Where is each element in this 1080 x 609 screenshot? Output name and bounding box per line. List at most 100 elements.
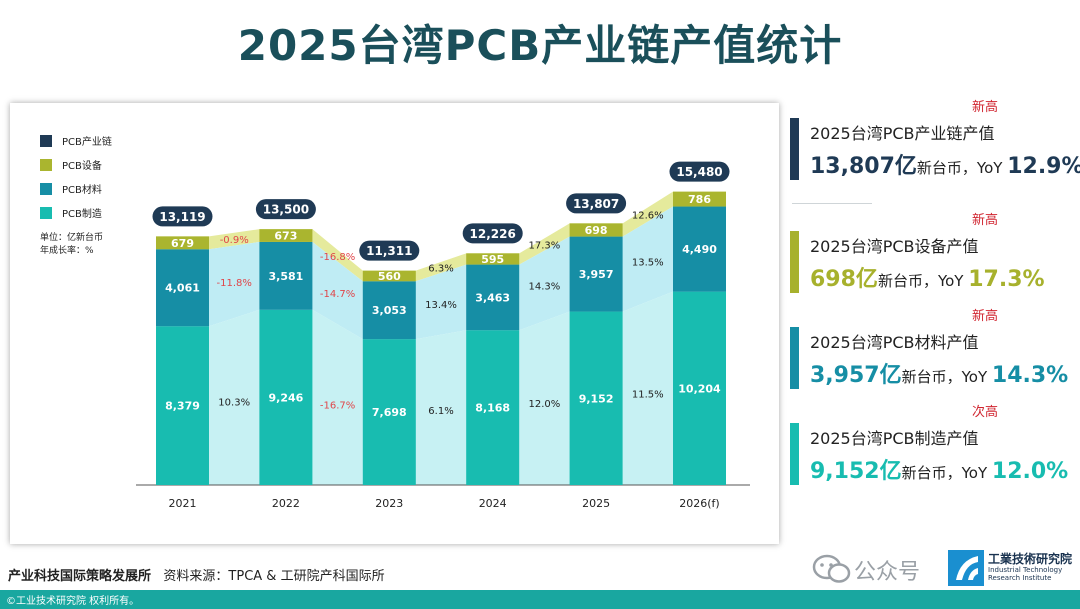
watermark: 公众号 工業技術研究院 Industrial Technology Resear… bbox=[812, 548, 1080, 590]
legend-label: PCB产业链 bbox=[62, 135, 112, 148]
total-label: 13,500 bbox=[263, 203, 309, 217]
bar-manufacturing-label: 9,152 bbox=[579, 392, 614, 405]
itri-logo-icon bbox=[948, 550, 984, 586]
legend-label: PCB设备 bbox=[62, 159, 102, 172]
growth-label: 14.3% bbox=[529, 282, 561, 293]
unit-note: 年成长率：% bbox=[40, 244, 94, 256]
summary-card: 新高 2025台湾PCB材料产值 3,957亿新台币，YoY 14.3% bbox=[790, 309, 1075, 389]
summary-badge: 次高 bbox=[972, 405, 999, 420]
summary-badge: 新高 bbox=[972, 213, 999, 228]
bar-material-label: 3,463 bbox=[475, 291, 510, 304]
bar-material bbox=[156, 249, 209, 327]
summary-card: 次高 2025台湾PCB制造产值 9,152亿新台币，YoY 12.0% bbox=[790, 405, 1075, 485]
summary-label: 2025台湾PCB材料产值 bbox=[810, 333, 979, 352]
growth-label: 10.3% bbox=[218, 398, 250, 409]
bar-material bbox=[569, 236, 623, 312]
summary-color-bar bbox=[790, 118, 799, 180]
legend-swatch bbox=[40, 159, 52, 171]
bar-equipment bbox=[569, 223, 623, 237]
bar-material bbox=[362, 281, 416, 340]
growth-label: -16.7% bbox=[320, 401, 355, 412]
total-label: 11,311 bbox=[366, 244, 412, 258]
bar-equipment-label: 673 bbox=[274, 230, 297, 243]
bar-manufacturing bbox=[466, 330, 520, 485]
bar-manufacturing bbox=[362, 339, 416, 485]
bar-material bbox=[259, 241, 313, 310]
bar-equipment bbox=[466, 253, 520, 265]
x-tick-label: 2022 bbox=[272, 497, 300, 510]
total-label: 15,480 bbox=[676, 165, 722, 179]
bar-equipment-label: 595 bbox=[481, 253, 504, 266]
bar-equipment-label: 560 bbox=[378, 270, 401, 283]
summary-value: 698亿 bbox=[810, 267, 878, 292]
x-tick-label: 2024 bbox=[479, 497, 507, 510]
watermark-org-en: Industrial Technology Research Institute bbox=[988, 566, 1063, 582]
growth-label: 6.3% bbox=[428, 263, 453, 274]
growth-label: 12.6% bbox=[632, 211, 664, 222]
legend-label: PCB制造 bbox=[62, 207, 102, 220]
summary-color-bar bbox=[790, 423, 799, 485]
summary-value: 3,957亿 bbox=[810, 363, 902, 388]
summary-card: 新高 2025台湾PCB设备产值 698亿新台币，YoY 17.3% bbox=[790, 213, 1075, 293]
legend-swatch bbox=[40, 207, 52, 219]
bar-manufacturing-label: 10,204 bbox=[678, 382, 721, 395]
summary-unit: 新台币，YoY bbox=[877, 272, 964, 290]
watermark-wechat-text: 公众号 bbox=[854, 560, 921, 585]
footer-org: 产业科技国际策略发展所 bbox=[8, 569, 152, 584]
growth-label: 17.3% bbox=[529, 240, 561, 251]
stacked-bar-chart: 8,379 4,061 679 13,119 2021 9,246 3,581 673 13,5… bbox=[40, 135, 750, 510]
total-pill bbox=[566, 193, 627, 214]
total-label: 13,119 bbox=[159, 210, 205, 224]
bar-manufacturing bbox=[569, 311, 623, 485]
x-tick-label: 2025 bbox=[582, 497, 610, 510]
growth-label: -11.8% bbox=[217, 278, 252, 289]
total-pill bbox=[359, 240, 420, 261]
bar-manufacturing bbox=[259, 309, 313, 485]
bar-material bbox=[466, 264, 520, 331]
bar-manufacturing bbox=[673, 291, 726, 485]
total-pill bbox=[255, 199, 316, 220]
footer-source: 产业科技国际策略发展所 资料来源：TPCA & 工研院产科国际所 bbox=[8, 565, 385, 584]
growth-label: -16.8% bbox=[320, 252, 355, 263]
bar-manufacturing-label: 8,168 bbox=[475, 402, 510, 415]
total-pill bbox=[462, 223, 523, 244]
summary-value-line: 698亿新台币，YoY 17.3% bbox=[810, 261, 1045, 293]
bar-material-label: 4,490 bbox=[682, 243, 717, 256]
legend-swatch bbox=[40, 135, 52, 147]
bar-material-label: 3,581 bbox=[269, 270, 304, 283]
summary-label: 2025台湾PCB制造产值 bbox=[810, 429, 979, 448]
summary-unit: 新台币，YoY bbox=[916, 159, 1003, 177]
summary-divider bbox=[792, 203, 872, 204]
growth-label: 13.4% bbox=[425, 300, 457, 311]
bar-equipment bbox=[673, 191, 726, 207]
summary-badge: 新高 bbox=[972, 309, 999, 324]
growth-label: 11.5% bbox=[632, 389, 664, 400]
summary-label: 2025台湾PCB设备产值 bbox=[810, 237, 979, 256]
bar-manufacturing bbox=[156, 326, 209, 485]
growth-label: 13.5% bbox=[632, 258, 664, 269]
summary-badge: 新高 bbox=[972, 100, 999, 115]
growth-label: 12.0% bbox=[529, 399, 561, 410]
summary-value-line: 13,807亿新台币，YoY 12.9% bbox=[810, 148, 1080, 180]
chart-panel: 8,379 4,061 679 13,119 2021 9,246 3,581 673 13,5… bbox=[10, 103, 779, 544]
summary-unit: 新台币，YoY bbox=[901, 464, 988, 482]
summary-value-line: 3,957亿新台币，YoY 14.3% bbox=[810, 357, 1068, 389]
total-label: 12,226 bbox=[470, 227, 516, 241]
bar-material-label: 3,957 bbox=[579, 268, 614, 281]
bar-equipment bbox=[259, 229, 313, 242]
bar-equipment-label: 679 bbox=[171, 237, 194, 250]
copyright-bar: ©工业技术研究院 权利所有。 bbox=[0, 590, 1080, 609]
legend-label: PCB材料 bbox=[62, 183, 102, 196]
total-pill bbox=[152, 206, 213, 227]
copyright-text: ©工业技术研究院 权利所有。 bbox=[6, 596, 140, 607]
page-title: 2025台湾PCB产业链产值统计 bbox=[237, 21, 843, 70]
footer-source-text: 资料来源：TPCA & 工研院产科国际所 bbox=[163, 569, 385, 584]
summary-yoy: 17.3% bbox=[968, 267, 1045, 292]
bar-manufacturing-label: 9,246 bbox=[269, 391, 304, 404]
growth-label: -14.7% bbox=[320, 289, 355, 300]
summary-yoy: 14.3% bbox=[991, 363, 1069, 388]
summary-label: 2025台湾PCB产业链产值 bbox=[810, 124, 995, 143]
bar-material-label: 3,053 bbox=[372, 304, 407, 317]
summary-color-bar bbox=[790, 231, 799, 293]
summary-value: 9,152亿 bbox=[810, 459, 902, 484]
